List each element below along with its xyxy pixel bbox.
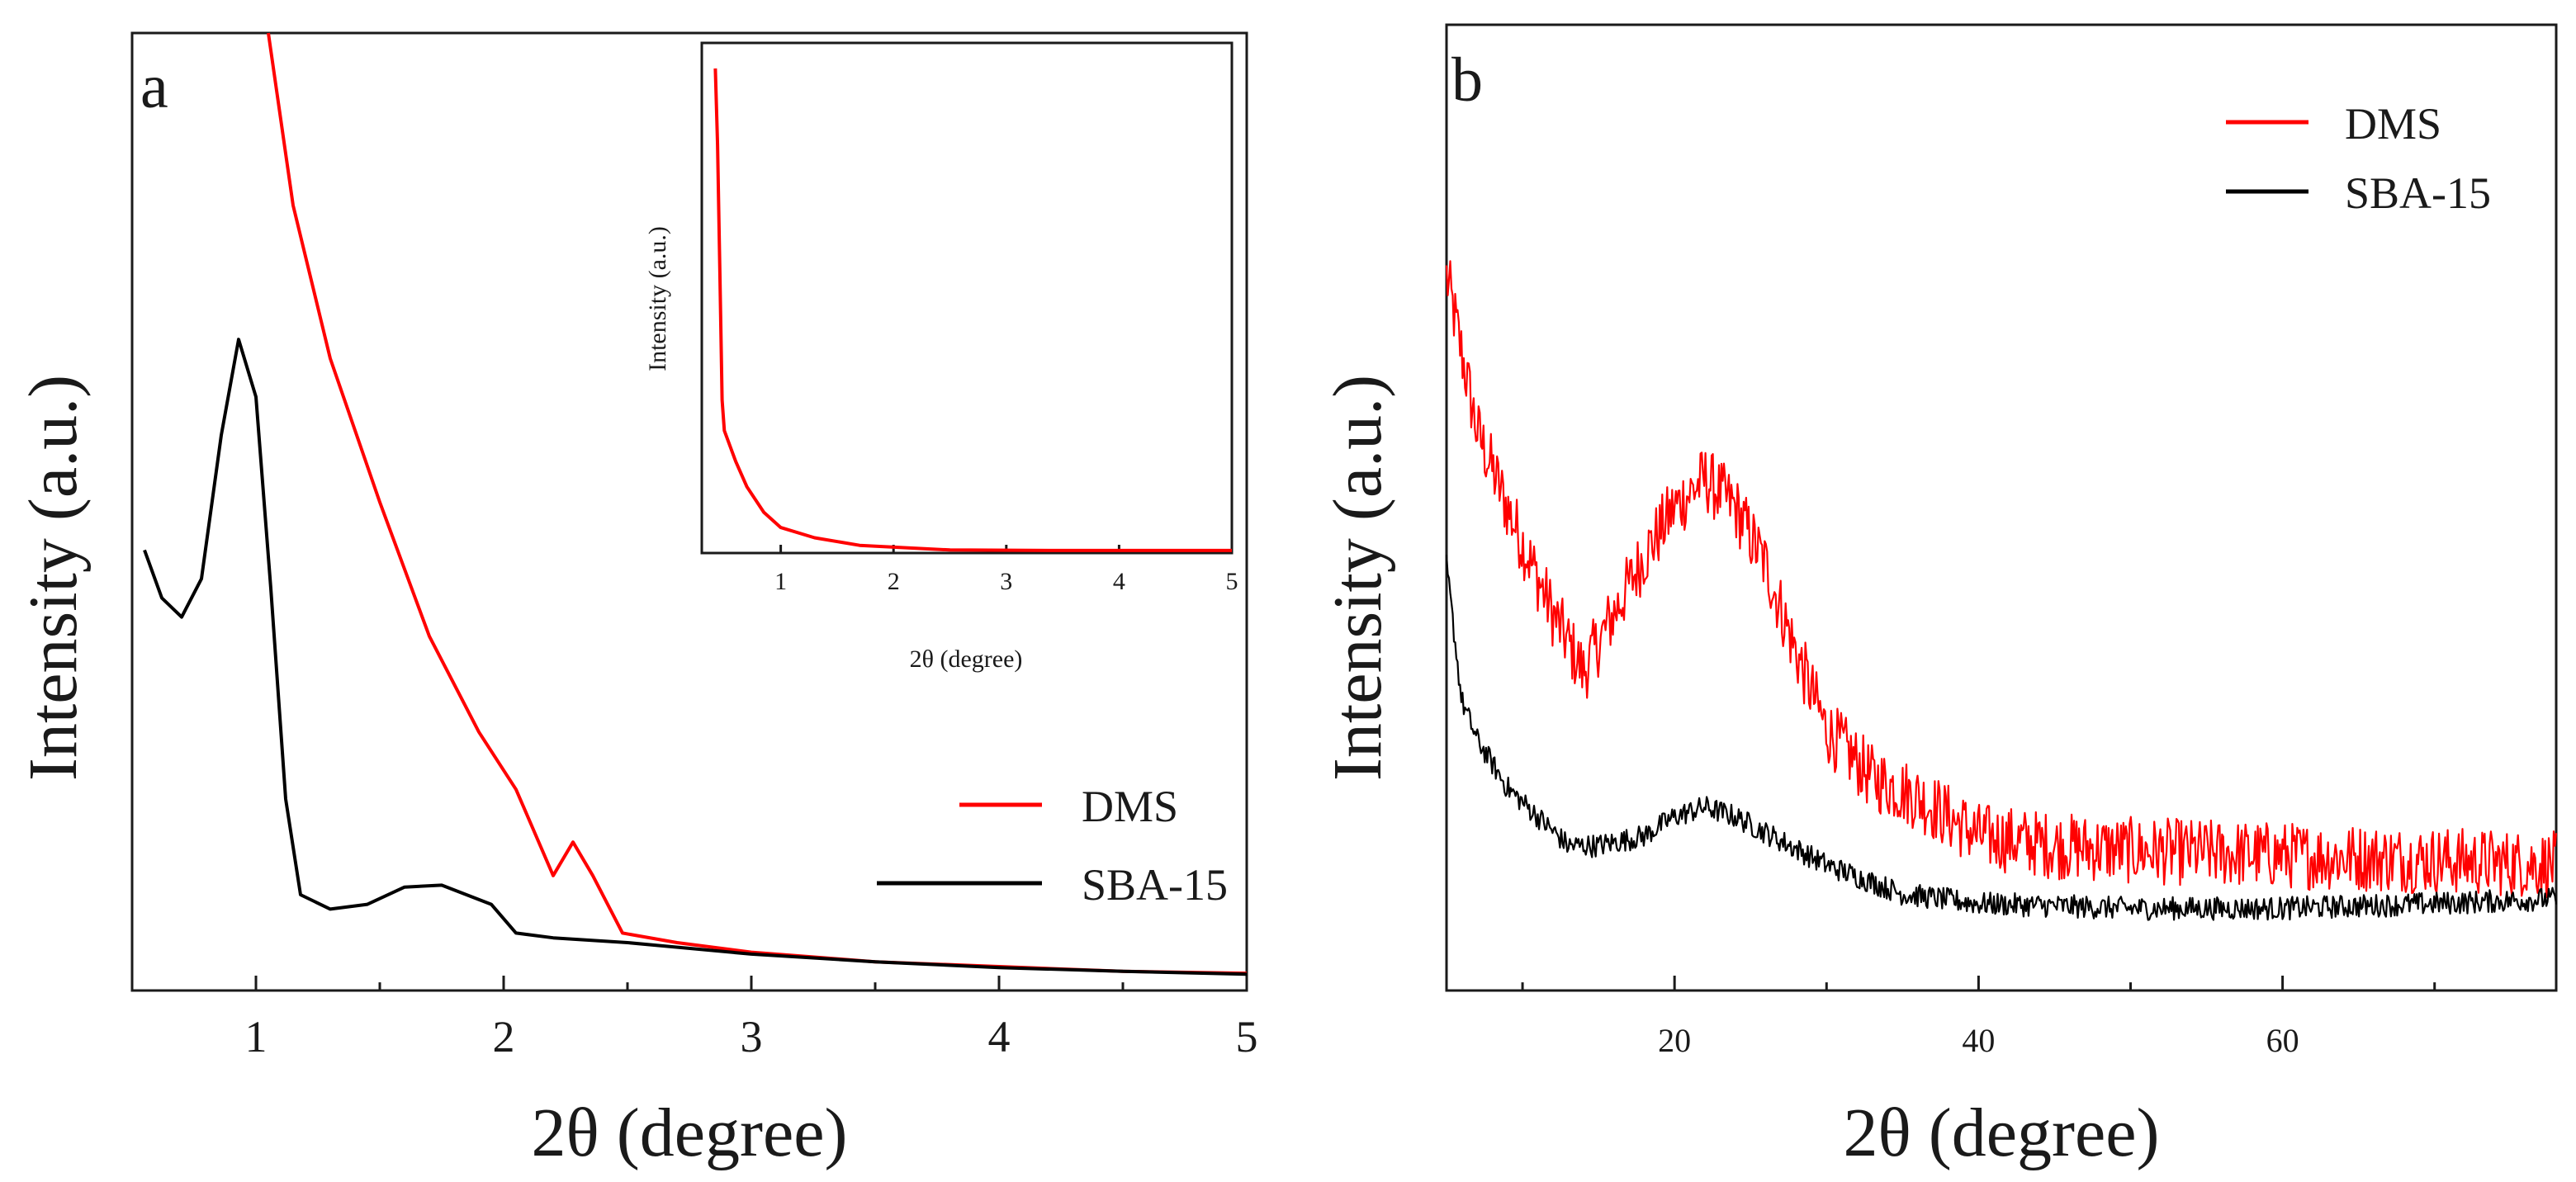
x-tick-label-b-2: 60 [2266,1022,2299,1059]
legend-label-sba15-a: SBA-15 [1082,860,1228,910]
inset-x-axis-label: 2θ (degree) [910,645,1023,673]
inset-y-axis-label: Intensity (a.u.) [644,226,671,371]
legend-b: DMS SBA-15 [2226,99,2491,218]
legend-a: DMS SBA-15 [877,782,1228,910]
x-tick-label-a-0: 1 [245,1012,268,1061]
x-tick-label-a-3: 4 [988,1012,1011,1061]
y-axis-label-b: Intensity (a.u.) [1319,375,1396,781]
series-line-a-inset-dms [713,68,1232,552]
series-line-b-dms [1445,260,2558,899]
series-line-b-sba15 [1445,555,2558,921]
panel-label-a: a [140,52,168,121]
x-tick-label-b-0: 20 [1658,1022,1691,1059]
x-tick-label-a-2: 3 [741,1012,763,1061]
x-tick-label-a-inset-0: 1 [774,568,787,595]
x-tick-label-a-1: 2 [493,1012,515,1061]
plot-frame-b [1445,23,2558,992]
x-tick-label-b-1: 40 [1962,1022,1995,1059]
x-tick-label-a-inset-4: 5 [1226,568,1238,595]
x-tick-label-a-4: 5 [1236,1012,1258,1061]
x-tick-label-a-inset-2: 3 [1000,568,1012,595]
panel-b: 20 40 60 b 2θ (degree) Intensity (a.u.) DM… [1319,23,2558,1171]
series-group-b [1445,260,2558,921]
legend-label-dms-b: DMS [2345,99,2441,149]
y-axis-label-a: Intensity (a.u.) [15,375,92,781]
plot-frame-a [130,31,1248,992]
legend-label-sba15-b: SBA-15 [2345,168,2491,218]
x-ticks-b [1521,976,2436,991]
panel-a: 1 2 3 4 5 a 2θ (degree) Intensity (a.u.) DMS… [15,31,1258,1171]
x-tick-labels-a: 1 2 3 4 5 [245,1012,1258,1061]
panel-label-b: b [1451,45,1483,115]
inset-x-tick-labels: 1 2 3 4 5 [774,568,1238,595]
x-ticks-a [130,976,1248,991]
x-axis-label-b: 2θ (degree) [1843,1095,2159,1171]
series-line-a-sba15 [143,338,1248,976]
x-tick-labels-b: 20 40 60 [1658,1022,2299,1059]
series-group-a [143,32,1248,976]
inset-series-group [713,68,1232,552]
inset-background [698,41,1234,570]
inset-plot: 1 2 3 4 5 2θ (degree) Intensity (a.u.) [644,41,1238,673]
x-tick-label-a-inset-1: 2 [888,568,900,595]
inset-frame [700,41,1234,555]
legend-label-dms-a: DMS [1082,782,1178,831]
x-axis-label-a: 2θ (degree) [531,1095,847,1171]
x-tick-label-a-inset-3: 4 [1113,568,1125,595]
